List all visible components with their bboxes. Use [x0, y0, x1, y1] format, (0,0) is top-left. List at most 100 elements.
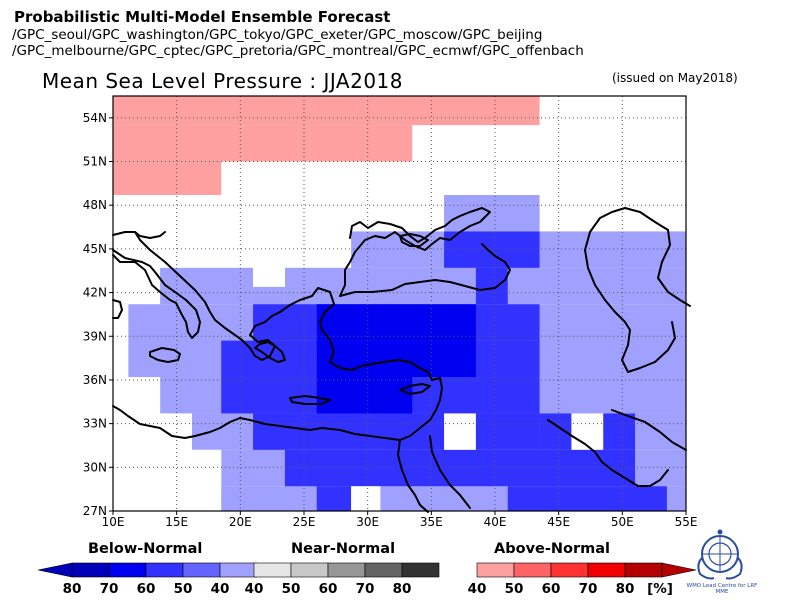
- issued-date: (issued on May2018): [612, 71, 738, 85]
- coast-caspian: [584, 207, 691, 373]
- lat-tick-label: 39N: [83, 329, 107, 343]
- lat-tick-label: 54N: [83, 111, 107, 125]
- probability-cell-below-40: [444, 195, 540, 232]
- legend-swatch-near: [364, 562, 403, 578]
- legend-label-above: 60: [542, 581, 561, 597]
- coast-cyprus: [399, 383, 431, 395]
- lon-tick-label: 35E: [420, 515, 443, 529]
- no-signal-cell: [113, 449, 222, 511]
- legend-label-near: 80: [393, 581, 412, 597]
- legend-label-near: 60: [319, 581, 338, 597]
- lon-tick-label: 45E: [547, 515, 570, 529]
- legend-swatch-above: [476, 562, 515, 578]
- model-list-line-2: /GPC_melbourne/GPC_cptec/GPC_pretoria/GP…: [12, 43, 584, 59]
- lat-tick-label: 33N: [83, 417, 107, 431]
- probability-cell-below-50: [316, 486, 352, 511]
- coast-crete: [289, 395, 331, 405]
- probability-cells: [113, 96, 687, 511]
- lon-tick-label: 30E: [356, 515, 379, 529]
- coast-red-sea: [397, 439, 429, 513]
- probability-cell-below-40: [160, 267, 254, 305]
- legend-swatch-above: [513, 562, 552, 578]
- legend-swatch-below: [108, 562, 147, 578]
- map-title: Mean Sea Level Pressure : JJA2018: [42, 69, 403, 93]
- lat-tick-label: 51N: [83, 155, 107, 169]
- probability-cell-above-40: [113, 96, 540, 126]
- legend-above-title: Above-Normal: [494, 541, 610, 557]
- legend-swatch-above: [587, 562, 626, 578]
- lat-tick-label: 36N: [83, 373, 107, 387]
- coastlines: [112, 207, 691, 513]
- lat-tick-label: 27N: [83, 504, 107, 518]
- coast-peloponnese: [254, 341, 286, 363]
- probability-cell-below-50: [444, 231, 540, 268]
- legend-swatch-above: [624, 562, 663, 578]
- legend-label-above: 80: [616, 581, 635, 597]
- lon-tick-label: 40E: [484, 515, 507, 529]
- lon-tick-label: 50E: [611, 515, 634, 529]
- wmo-logo-caption: WMO Lead Centre for LRF MME: [686, 583, 758, 595]
- no-signal-cell: [444, 413, 476, 450]
- coast-sardinia: [112, 299, 123, 319]
- legend-swatch-below: [145, 562, 184, 578]
- legend-swatch-near: [327, 562, 366, 578]
- coast-levant-egypt: [112, 377, 443, 441]
- coast-crimea: [399, 233, 429, 247]
- probability-cell-below-60: [316, 377, 413, 414]
- probability-cell-below-60: [316, 340, 476, 378]
- coast-adriatic-north: [112, 231, 166, 239]
- axis-labels: 10E 15E 20E 25E 30E 35E 40E 45E 50E 55E 27N 30N 33N 3…: [83, 111, 698, 529]
- probability-cell-below-40: [253, 286, 285, 305]
- map-frame: [112, 95, 687, 512]
- no-signal-cell: [351, 486, 381, 511]
- lat-tick-label: 45N: [83, 242, 107, 256]
- lat-tick-label: 48N: [83, 198, 107, 212]
- lon-tick-label: 25E: [293, 515, 316, 529]
- legend-below-title: Below-Normal: [88, 541, 203, 557]
- probability-cell-below-60: [316, 304, 476, 341]
- coast-red-sea-east: [429, 435, 471, 509]
- legend-swatch-below: [71, 562, 110, 578]
- legend-label-below: 50: [174, 581, 193, 597]
- lon-tick-label: 10E: [102, 515, 125, 529]
- legend-swatch-near: [290, 562, 329, 578]
- no-signal-cell: [571, 413, 604, 450]
- lon-tick-label: 20E: [229, 515, 252, 529]
- legend-label-above: 50: [505, 581, 524, 597]
- legend-label-below: 80: [63, 581, 82, 597]
- legend-label-below: 60: [137, 581, 156, 597]
- lon-tick-label: 15E: [165, 515, 188, 529]
- legend-label-below: 70: [100, 581, 119, 597]
- probability-cell-above-40: [113, 161, 222, 196]
- probability-cell-below-50: [284, 449, 636, 487]
- legend-label-near: 40: [245, 581, 264, 597]
- probability-cell-above-40: [113, 125, 413, 162]
- legend-swatch-near: [253, 562, 292, 578]
- legend-swatch-below: [182, 562, 221, 578]
- lat-tick-label: 42N: [83, 286, 107, 300]
- probability-cell-below-50: [475, 267, 508, 305]
- coast-italy: [112, 249, 201, 339]
- legend-label-near: 70: [356, 581, 375, 597]
- no-signal-cell: [113, 304, 129, 378]
- legend-label-above: 40: [468, 581, 487, 597]
- legend-label-above: [%]: [647, 581, 673, 597]
- legend: 80 70 60 50 40 40 50 60 70 80 40 50 60 70 80 [%]: [37, 562, 697, 597]
- coast-black-sea-south: [339, 243, 511, 297]
- legend-label-near: 50: [282, 581, 301, 597]
- wmo-logo: [697, 529, 743, 580]
- legend-swatch-above: [550, 562, 589, 578]
- legend-near-title: Near-Normal: [291, 541, 396, 557]
- coast-persian-gulf: [547, 409, 687, 487]
- legend-label-below: 40: [211, 581, 230, 597]
- model-list-line-1: /GPC_seoul/GPC_washington/GPC_tokyo/GPC_…: [12, 27, 543, 43]
- coast-anatolia: [321, 329, 441, 381]
- lat-tick-label: 30N: [83, 460, 107, 474]
- legend-swatch-near: [401, 562, 440, 578]
- legend-arrow-right: [661, 562, 697, 578]
- no-signal-cell: [253, 267, 285, 287]
- coast-sicily: [149, 347, 181, 363]
- probability-cell-below-50: [253, 413, 540, 450]
- lon-tick-label: 55E: [675, 515, 698, 529]
